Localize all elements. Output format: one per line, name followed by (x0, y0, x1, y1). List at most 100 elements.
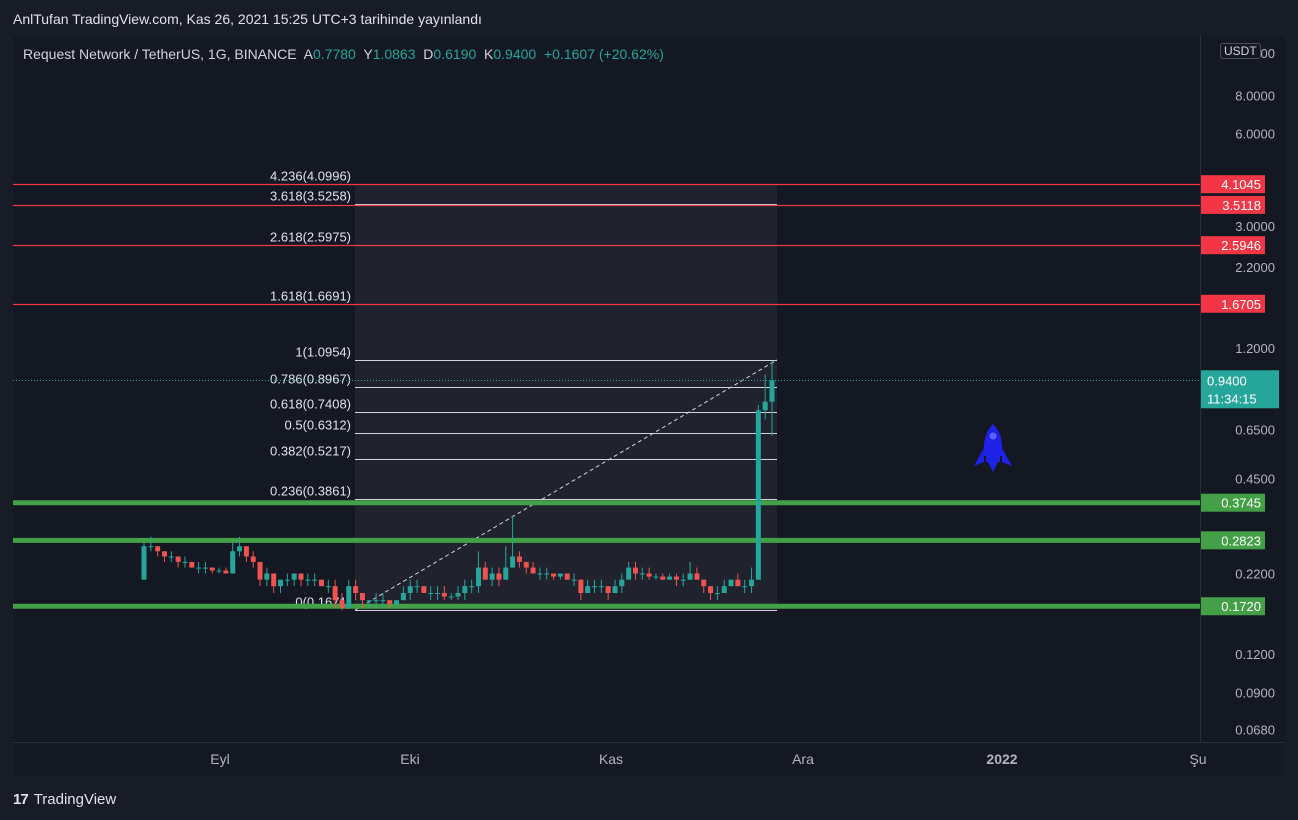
publish-line: AnlTufan TradingView.com, Kas 26, 2021 1… (13, 11, 482, 27)
fib-level-label: 0.5(0.6312) (285, 418, 352, 433)
tradingview-logo-icon: 17 (13, 791, 29, 808)
candle-body (578, 579, 584, 594)
candle-body (359, 593, 365, 601)
footer: 17 TradingView (0, 776, 1298, 820)
candle-body (250, 556, 256, 562)
candle-body (428, 593, 434, 595)
candle-body (721, 586, 727, 594)
candle-body (175, 556, 181, 562)
candle-body (305, 579, 311, 581)
candle-body (551, 573, 557, 577)
candle-body (257, 561, 263, 580)
candle-body (469, 586, 475, 588)
legend-low-key: D (423, 46, 434, 62)
candle-body (168, 556, 174, 558)
currency-unit-label[interactable]: USDT (1220, 43, 1261, 59)
header: AnlTufan TradingView.com, Kas 26, 2021 1… (0, 0, 1298, 36)
candle-body (161, 551, 167, 557)
candle-body (421, 586, 427, 594)
legend-low: 0.6190 (433, 46, 477, 62)
candle-body (598, 586, 604, 588)
candle-body (632, 567, 638, 574)
price-tick-label: 0.6500 (1235, 422, 1275, 437)
candle-body (482, 567, 488, 580)
candle-body (544, 573, 550, 575)
candle-body (332, 586, 338, 601)
time-tick-label: 2022 (986, 751, 1017, 767)
candle-body (291, 573, 297, 580)
candle-body (394, 600, 400, 604)
resistance-price-tag: 1.6705 (1221, 297, 1261, 312)
chart-area[interactable]: 4.236(4.0996) 3.618(3.5258) 2.618(2.5975) 1… (13, 36, 1200, 742)
support-price-tag: 0.3745 (1221, 496, 1261, 511)
candle-body (660, 576, 666, 580)
candle-body (728, 579, 734, 587)
resistance-price-tag-bg (1201, 195, 1265, 214)
candle-body (318, 579, 324, 587)
price-axis[interactable]: 11.00008.00006.00003.00002.20001.20000.6… (1200, 36, 1285, 742)
time-tick-label: Eyl (210, 751, 229, 767)
support-price-tag-bg (1201, 531, 1265, 550)
candle-body (264, 573, 270, 580)
candle-body (626, 567, 632, 580)
price-tick-label: 0.0900 (1235, 685, 1275, 700)
candle-body (243, 546, 249, 557)
legend-high-key: Y (363, 46, 373, 62)
candle-body (762, 401, 768, 411)
time-axis[interactable]: Eyl Eki Kas Ara 2022 Şu (13, 742, 1284, 777)
resistance-price-tag-bg (1201, 175, 1265, 194)
time-tick-label: Eki (400, 751, 419, 767)
candle-body (202, 567, 208, 569)
candle-body (387, 600, 393, 604)
candle-body (271, 573, 277, 587)
candle-body (571, 579, 577, 581)
fib-level-label: 3.618(3.5258) (270, 189, 351, 204)
price-tick-label: 0.4500 (1235, 471, 1275, 486)
candle-body (182, 561, 188, 563)
candle-body (585, 586, 591, 594)
legend-open: 0.7780 (312, 46, 356, 62)
resistance-price-tag: 4.1045 (1221, 177, 1261, 192)
candle-body (612, 586, 618, 594)
candle-body (435, 593, 441, 595)
candle-body (216, 570, 222, 572)
candle-body (592, 586, 598, 588)
legend-open-key: A (303, 46, 313, 62)
fib-level-label: 1(1.0954) (295, 345, 351, 360)
candle-body (278, 579, 284, 587)
candle-body (475, 567, 481, 587)
time-axis-svg[interactable]: Eyl Eki Kas Ara 2022 Şu (13, 743, 1284, 777)
candle-body (189, 561, 195, 568)
fib-trend-line (354, 359, 778, 611)
tradingview-logo[interactable]: 17 TradingView (13, 791, 116, 808)
time-tick-label: Şu (1189, 751, 1206, 767)
candle-body (441, 593, 447, 597)
plot-svg[interactable]: 4.236(4.0996) 3.618(3.5258) 2.618(2.5975) 1… (13, 36, 1200, 742)
candle-body (462, 586, 468, 594)
price-tick-label: 6.0000 (1235, 127, 1275, 142)
support-price-tag: 0.2823 (1221, 533, 1261, 548)
candle-body (237, 546, 243, 552)
candle-body (530, 567, 536, 574)
candle-body (380, 600, 386, 602)
candle-body (708, 586, 714, 594)
candle-body (325, 586, 331, 588)
candle-body (339, 600, 345, 608)
candle-body (673, 576, 679, 580)
candle-body (230, 551, 236, 574)
fib-level-label: 0.786(0.8967) (270, 372, 351, 387)
candle-body (510, 556, 516, 568)
current-price-tag-bg (1201, 370, 1279, 409)
fib-level-label: 0.236(0.3861) (270, 484, 351, 499)
resistance-price-tag: 2.5946 (1221, 238, 1261, 253)
price-axis-svg[interactable]: 11.00008.00006.00003.00002.20001.20000.6… (1201, 36, 1285, 742)
candle-body (680, 579, 686, 581)
candle-body (639, 573, 645, 575)
candle-body (407, 586, 413, 594)
price-tick-label: 0.1200 (1235, 647, 1275, 662)
price-tick-label: 3.0000 (1235, 219, 1275, 234)
candle-body (400, 593, 406, 601)
candle-body (489, 573, 495, 580)
price-tick-label: 8.0000 (1235, 88, 1275, 103)
candle-body (516, 556, 522, 562)
